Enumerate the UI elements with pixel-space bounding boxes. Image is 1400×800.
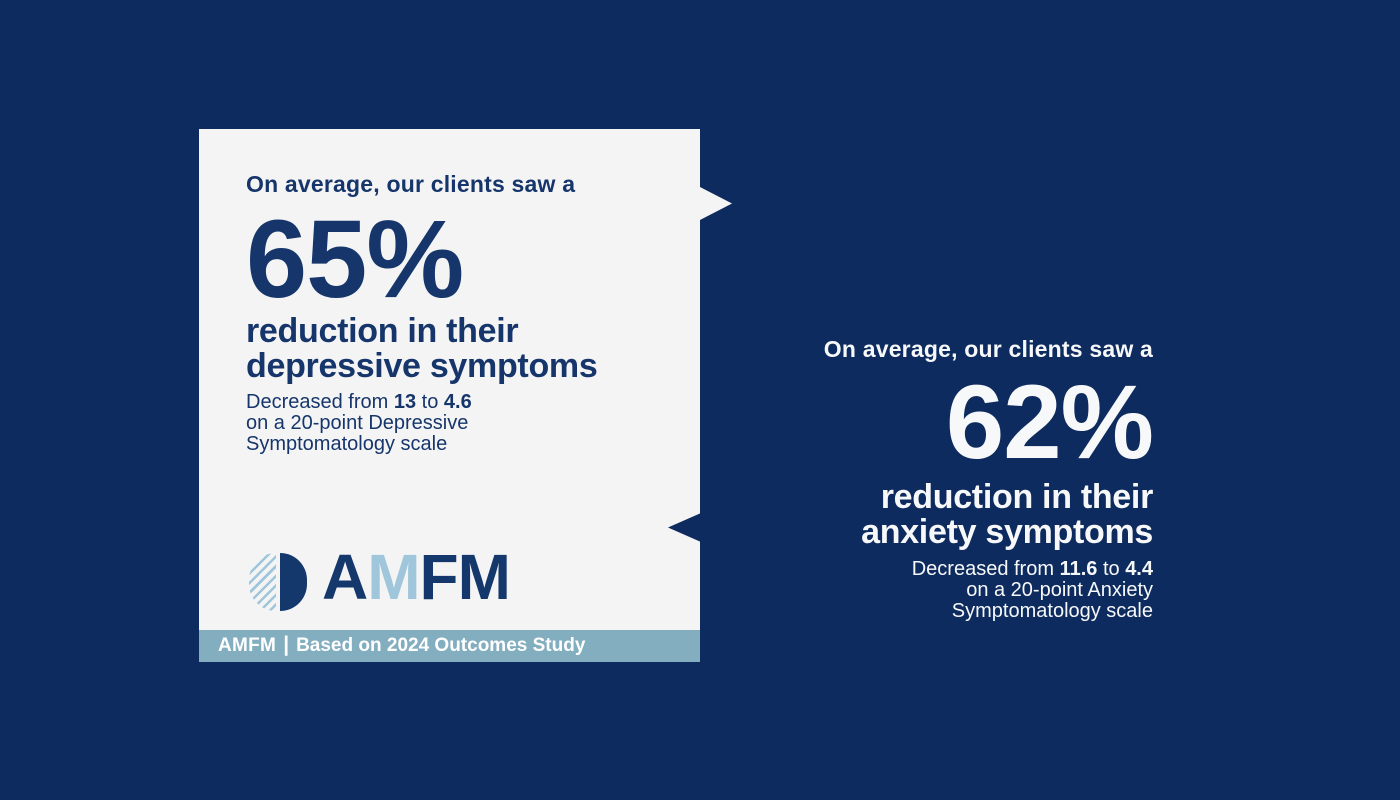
headline-line-1: reduction in their bbox=[246, 312, 519, 350]
card-intro-text: On average, our clients saw a bbox=[246, 171, 576, 197]
headline-line-1: reduction in their bbox=[880, 478, 1154, 516]
headline-line-2: depressive symptoms bbox=[246, 347, 598, 385]
logo-striped-half-circle bbox=[249, 553, 276, 611]
anxiety-detail-note: Decreased from 11.6 to 4.4 on a 20-point… bbox=[733, 559, 1153, 622]
headline-line-2: anxiety symptoms bbox=[861, 513, 1153, 551]
depression-headline: reduction in their depressive symptoms bbox=[246, 312, 598, 385]
to-value: 4.4 bbox=[1125, 558, 1153, 580]
card-tail-right-pointer bbox=[700, 187, 732, 220]
depression-stat-card: On average, our clients saw a 65% reduct… bbox=[199, 129, 700, 662]
footer-brand: AMFM bbox=[218, 635, 277, 656]
amfm-logo-wordmark: AMFM bbox=[322, 541, 511, 613]
anxiety-headline: reduction in their anxiety symptoms bbox=[733, 480, 1153, 550]
amfm-logo: AMFM bbox=[249, 545, 569, 615]
detail-line-1: Decreased from 11.6 to 4.4 bbox=[911, 558, 1153, 580]
detail-line-2: on a 20-point Anxiety bbox=[966, 579, 1153, 601]
logo-solid-half-circle bbox=[280, 553, 307, 611]
detail-line-2: on a 20-point Depressive bbox=[246, 412, 469, 434]
detail-line-1: Decreased from 13 to 4.6 bbox=[246, 391, 472, 413]
detail-line-3: Symptomatology scale bbox=[951, 600, 1153, 622]
footer-caption: Based on 2024 Outcomes Study bbox=[296, 635, 586, 656]
depression-stat-value: 65% bbox=[246, 198, 464, 321]
depression-detail-note: Decreased from 13 to 4.6 on a 20-point D… bbox=[246, 392, 472, 455]
amfm-logo-mark-icon bbox=[249, 553, 307, 611]
anxiety-stat-panel: On average, our clients saw a 62% reduct… bbox=[733, 330, 1154, 630]
anxiety-stat-value: 62% bbox=[945, 364, 1154, 481]
to-value: 4.6 bbox=[443, 391, 472, 413]
detail-line-3: Symptomatology scale bbox=[246, 433, 448, 455]
from-value: 11.6 bbox=[1059, 558, 1098, 580]
panel-intro-text: On average, our clients saw a bbox=[823, 336, 1153, 362]
footer-separator: | bbox=[283, 633, 290, 656]
from-value: 13 bbox=[393, 391, 417, 413]
footer-bar: AMFM | Based on 2024 Outcomes Study bbox=[199, 630, 700, 662]
